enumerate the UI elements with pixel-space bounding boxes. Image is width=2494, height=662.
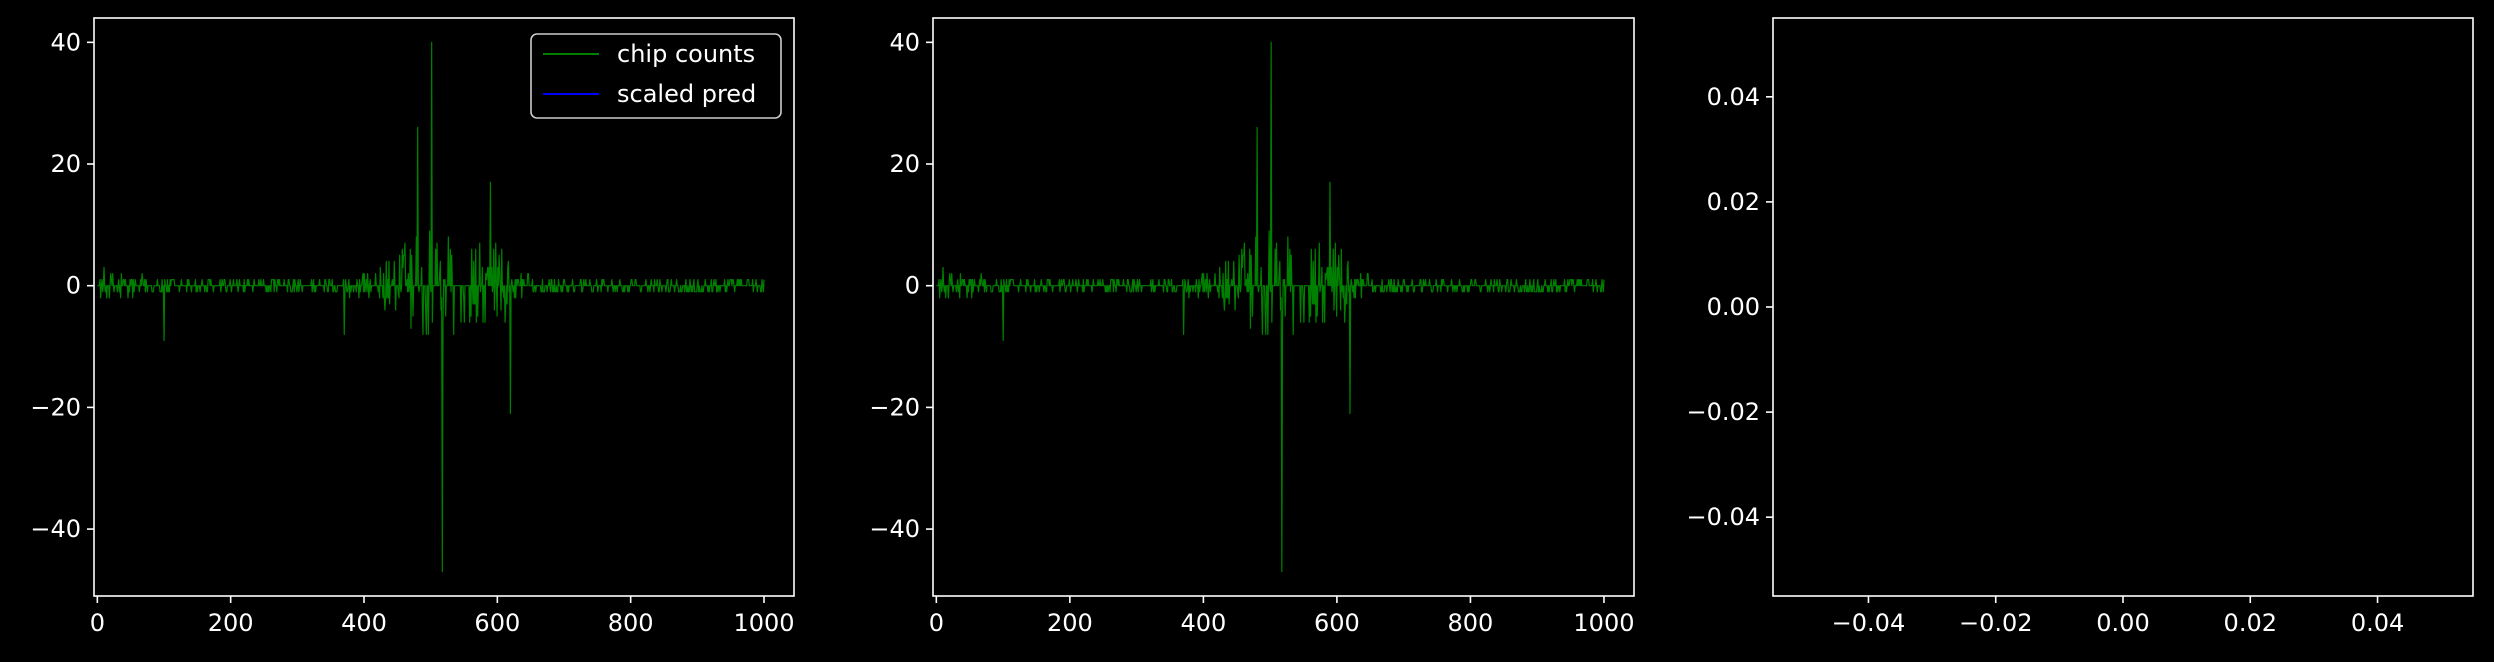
axes-frame	[93, 17, 795, 597]
x-tick-label: 600	[1314, 609, 1360, 637]
legend: chip counts scaled pred	[530, 33, 782, 119]
legend-label-scaled-pred: scaled pred	[617, 80, 756, 108]
x-tick-label: 1000	[733, 609, 794, 637]
y-tick-label: −40	[869, 515, 920, 543]
x-tick-label: 200	[208, 609, 254, 637]
chart-panel-middle: 0 200 400 600 800 1000 −40 −20 0 20 40	[869, 17, 1635, 637]
y-tick-label: −40	[30, 515, 81, 543]
y-tick-label: 20	[889, 150, 920, 178]
y-tick-label: 20	[50, 150, 81, 178]
y-tick-label: −20	[869, 393, 920, 421]
x-tick-label: 0	[929, 609, 944, 637]
axes-frame	[932, 17, 1635, 597]
x-tick-label: −0.02	[1959, 609, 2033, 637]
y-tick-label: 0.00	[1707, 293, 1760, 321]
y-tick-label: 0	[905, 272, 920, 300]
x-tick-label: 0.04	[2351, 609, 2404, 637]
x-tick-label: 0.02	[2224, 609, 2277, 637]
x-tick-label: 800	[1448, 609, 1494, 637]
y-tick-label: −20	[30, 393, 81, 421]
legend-label-chip-counts: chip counts	[617, 40, 755, 68]
chart-panel-right: −0.04 −0.02 0.00 0.02 0.04 −0.04 −0.02 0.00 0.02…	[1686, 17, 2474, 637]
y-tick-label: −0.02	[1686, 398, 1760, 426]
x-tick-label: 400	[341, 609, 387, 637]
x-tick-label: 600	[474, 609, 520, 637]
y-tick-label: 40	[50, 28, 81, 56]
x-tick-label: 0	[90, 609, 105, 637]
y-tick-label: 0.02	[1707, 188, 1760, 216]
y-tick-label: 0	[66, 272, 81, 300]
x-tick-label: 200	[1047, 609, 1093, 637]
series-line-1-0	[936, 41, 1605, 573]
series-line-0-0	[97, 41, 765, 573]
x-tick-label: 1000	[1573, 609, 1634, 637]
y-tick-label: −0.04	[1686, 503, 1760, 531]
chart-panel-left: 0 200 400 600 800 1000 −40 −20 0 20 40	[30, 17, 795, 637]
x-tick-label: 0.00	[2096, 609, 2149, 637]
y-tick-label: 40	[889, 28, 920, 56]
x-tick-label: 800	[608, 609, 654, 637]
x-tick-label: −0.04	[1832, 609, 1906, 637]
y-tick-label: 0.04	[1707, 83, 1760, 111]
x-tick-label: 400	[1180, 609, 1226, 637]
